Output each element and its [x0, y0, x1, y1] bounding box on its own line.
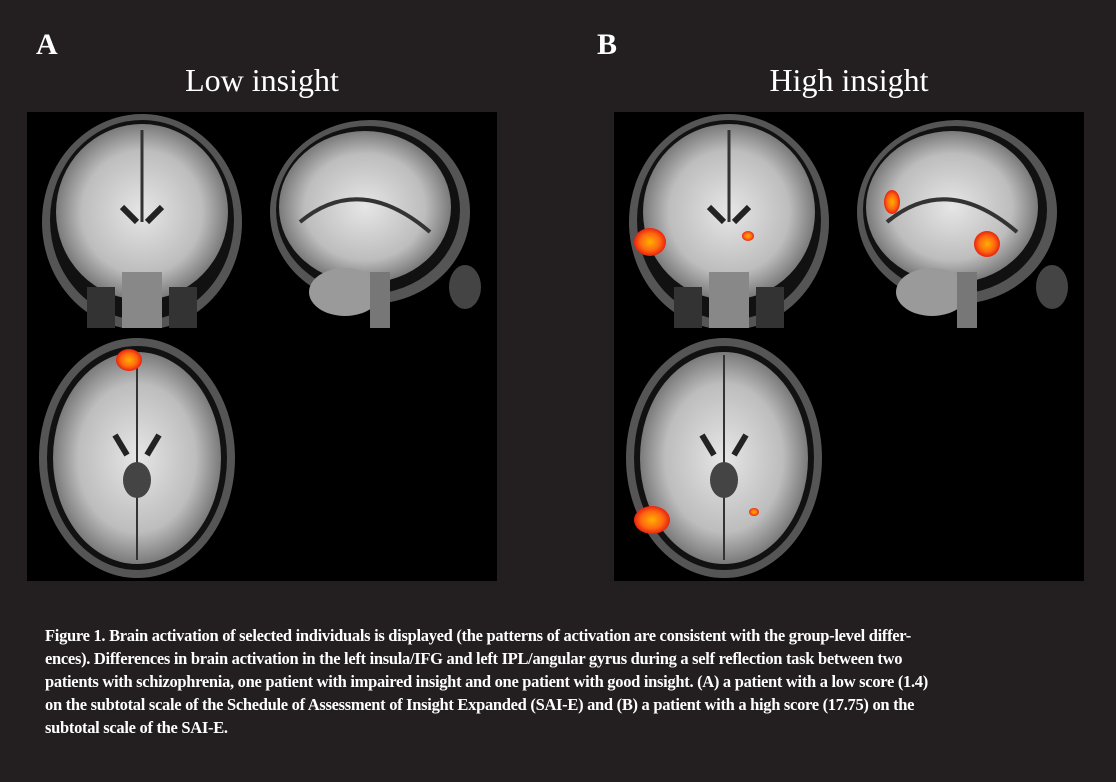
axial-mri-image — [626, 338, 822, 578]
panel-letter-a: A — [36, 28, 58, 61]
brain-panel-a — [27, 112, 497, 581]
sagittal-slice — [260, 112, 490, 328]
activation-blob — [116, 349, 142, 371]
coronal-mri-image — [629, 114, 829, 328]
coronal-slice — [614, 112, 844, 328]
coronal-mri-image — [42, 114, 242, 328]
activation-blob — [974, 231, 1000, 257]
caption-line: on the subtotal scale of the Schedule of… — [45, 695, 915, 714]
activation-blob — [749, 508, 759, 516]
caption-line: subtotal scale of the SAI-E. — [45, 718, 228, 737]
axial-mri-image — [39, 338, 235, 578]
axial-slice — [27, 330, 257, 580]
caption-line: ences). Differences in brain activation … — [45, 649, 903, 668]
panel-title-b: High insight — [769, 62, 929, 98]
activation-blob — [634, 228, 666, 256]
axial-slice — [614, 330, 844, 580]
panel-letter-b: B — [597, 28, 618, 61]
panel-title-a: Low insight — [185, 62, 339, 98]
sagittal-mri-image — [270, 120, 481, 328]
sagittal-slice — [847, 112, 1077, 328]
brain-panel-b — [614, 112, 1084, 581]
sagittal-mri-image — [857, 120, 1068, 328]
activation-blob — [884, 190, 900, 214]
caption-line: Figure 1. Brain activation of selected i… — [45, 626, 911, 645]
activation-blob — [742, 231, 754, 241]
caption-line: patients with schizophrenia, one patient… — [45, 672, 928, 691]
coronal-slice — [27, 112, 257, 328]
activation-blob — [634, 506, 670, 534]
figure-caption: Figure 1. Brain activation of selected i… — [45, 624, 1085, 739]
